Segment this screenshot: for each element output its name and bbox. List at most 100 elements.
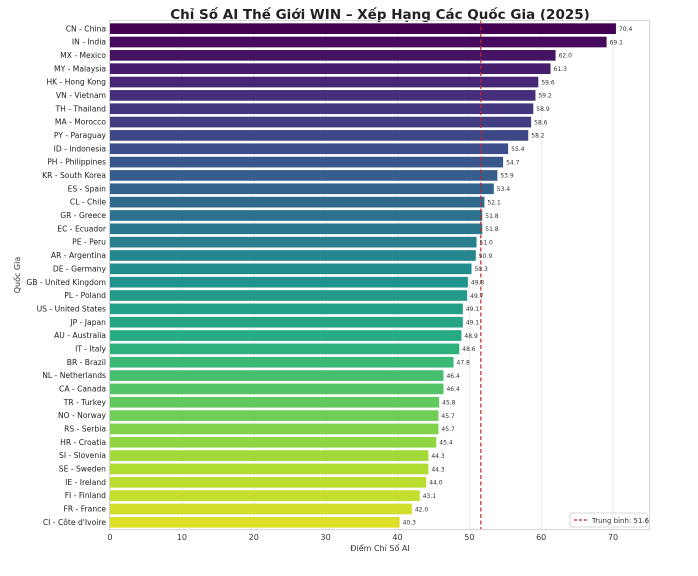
bar — [110, 516, 400, 528]
bar — [110, 143, 509, 155]
bar — [110, 50, 556, 61]
y-tick-label: EC - Ecuador — [57, 224, 107, 233]
y-tick-label: MA - Morocco — [55, 118, 106, 127]
y-tick-label: FR - France — [64, 505, 107, 514]
y-tick-label: AU - Australia — [54, 331, 106, 340]
y-tick-label: RS - Serbia — [64, 425, 106, 434]
y-tick-label: NL - Netherlands — [42, 371, 106, 380]
bar — [110, 130, 529, 141]
value-label: 50.9 — [479, 253, 493, 260]
value-label: 58.2 — [531, 133, 545, 140]
y-tick-label: KR - South Korea — [42, 171, 106, 180]
y-tick-label: GB - United Kingdom — [26, 278, 106, 287]
value-label: 53.9 — [500, 173, 514, 180]
value-label: 61.3 — [554, 66, 568, 73]
y-tick-label: CA - Canada — [59, 385, 106, 394]
value-label: 48.9 — [464, 333, 478, 340]
value-label: 51.8 — [485, 226, 499, 233]
chart-title: Chỉ Số AI Thế Giới WIN – Xếp Hạng Các Qu… — [170, 6, 590, 23]
x-tick-labels: 0 10 20 30 40 50 60 70 — [107, 533, 618, 542]
y-tick-label: HK - Hong Kong — [46, 78, 106, 87]
y-tick-labels: CN - China IN - India MX - Mexico MY - Mala… — [26, 24, 106, 527]
value-label: 46.4 — [446, 373, 460, 380]
plot-frame — [109, 20, 650, 530]
y-tick-label: NO - Norway — [58, 411, 107, 420]
bar — [110, 223, 483, 235]
bar — [110, 236, 477, 248]
bar — [110, 103, 534, 115]
bar — [110, 63, 551, 75]
y-tick-label: US - United States — [37, 304, 106, 313]
y-tick-label: HR - Croatia — [60, 438, 106, 447]
y-tick-label: BR - Brazil — [67, 358, 106, 367]
bar — [110, 383, 444, 395]
bar — [110, 170, 498, 181]
bar — [110, 503, 412, 515]
y-axis-label: Quốc Gia — [12, 257, 22, 294]
value-label: 44.3 — [431, 466, 445, 473]
x-tick-label: 20 — [249, 533, 259, 542]
bar — [110, 276, 468, 288]
bar — [110, 476, 427, 488]
bar — [110, 330, 462, 341]
bar — [110, 343, 460, 355]
y-tick-label: AR - Argentina — [51, 251, 106, 260]
value-label: 69.1 — [610, 39, 624, 46]
x-tick-label: 50 — [464, 533, 474, 542]
bar — [110, 90, 536, 101]
y-tick-label: IT - Italy — [75, 344, 106, 353]
y-tick-label: IE - Ireland — [65, 478, 106, 487]
value-label: 44.3 — [431, 453, 445, 460]
bar — [110, 356, 454, 368]
value-label: 51.8 — [485, 213, 499, 220]
value-label: 62.0 — [559, 53, 573, 60]
value-label: 70.4 — [619, 26, 633, 33]
value-label: 43.1 — [423, 493, 437, 500]
value-label: 47.8 — [457, 360, 471, 367]
bar — [110, 410, 439, 421]
y-tick-label: SE - Sweden — [59, 465, 106, 474]
x-tick-label: 30 — [321, 533, 331, 542]
value-label: 48.6 — [462, 346, 476, 353]
x-tick-label: 70 — [608, 533, 618, 542]
value-label: 50.3 — [474, 266, 488, 273]
legend: Trung bình: 51.6 — [569, 512, 650, 528]
x-tick-label: 0 — [107, 533, 112, 542]
bar — [110, 450, 429, 461]
value-label: 45.7 — [441, 413, 455, 420]
bar — [110, 423, 439, 435]
bar — [110, 436, 437, 448]
value-label: 49.8 — [471, 279, 485, 286]
bar — [110, 183, 494, 195]
x-tick-label: 10 — [177, 533, 187, 542]
bar — [110, 76, 539, 88]
bar — [110, 210, 483, 221]
value-label: 40.3 — [403, 520, 417, 527]
y-tick-label: PL - Poland — [64, 291, 106, 300]
y-tick-label: CL - Chile — [70, 198, 106, 207]
bar — [110, 196, 485, 208]
value-label: 46.4 — [446, 386, 460, 393]
y-tick-label: MY - Malaysia — [54, 64, 106, 73]
value-label: 49.7 — [470, 293, 484, 300]
y-tick-label: IN - India — [72, 38, 106, 47]
value-label: 58.9 — [536, 106, 550, 113]
value-label: 45.7 — [441, 426, 455, 433]
value-label: 54.7 — [506, 159, 520, 166]
bar — [110, 23, 616, 35]
bar — [110, 36, 607, 48]
y-tick-label: GR - Greece — [60, 211, 106, 220]
value-label: 53.4 — [497, 186, 511, 193]
value-label: 49.1 — [466, 319, 480, 326]
bar — [110, 490, 420, 501]
y-tick-label: CN - China — [66, 24, 106, 33]
bar — [110, 463, 429, 475]
bars — [110, 23, 616, 528]
y-tick-label: TR - Turkey — [63, 398, 107, 407]
bar — [110, 303, 463, 315]
value-label: 49.1 — [466, 306, 480, 313]
y-tick-label: VN - Vietnam — [56, 91, 106, 100]
value-label: 45.4 — [439, 440, 453, 447]
bar — [110, 250, 476, 261]
